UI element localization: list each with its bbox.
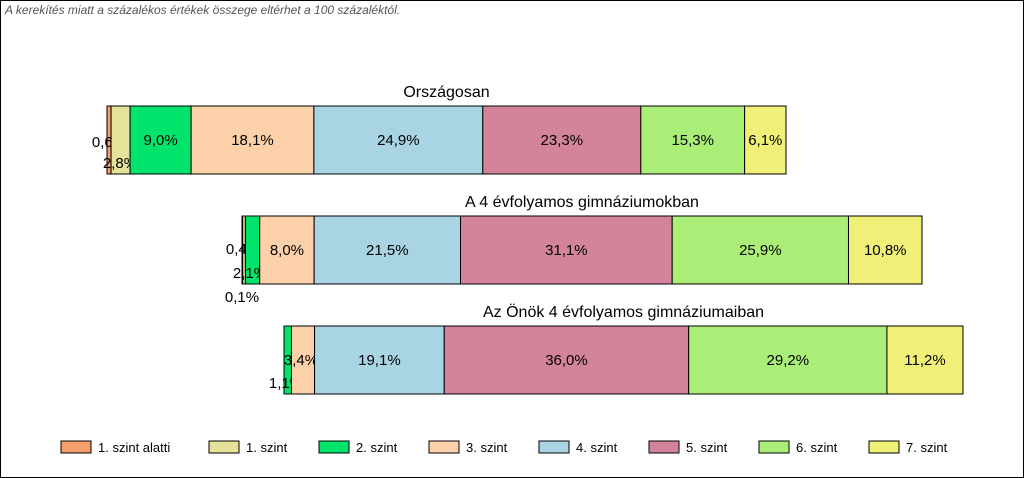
bar2-label-8: 10,8% — [864, 242, 907, 259]
legend-label-4: 3. szint — [466, 440, 508, 455]
legend-label-3: 2. szint — [356, 440, 398, 455]
bar3-label-7: 29,2% — [767, 352, 810, 369]
legend-label-8: 7. szint — [906, 440, 948, 455]
bar3-label-6: 36,0% — [545, 352, 588, 369]
legend-swatch-5 — [538, 440, 570, 454]
bar-title-3: Az Önök 4 évfolyamos gimnáziumaiban — [483, 303, 764, 321]
legend-label-5: 4. szint — [576, 440, 618, 455]
bar1-label-4: 18,1% — [231, 132, 274, 149]
bar1-label-7: 15,3% — [671, 132, 714, 149]
legend-swatch-2 — [208, 440, 240, 454]
legend-label-1: 1. szint alatti — [98, 440, 170, 455]
legend-swatch-4 — [428, 440, 460, 454]
legend-swatch-3 — [318, 440, 350, 454]
bar3-label-4: 3,4% — [284, 352, 318, 369]
bar1-segment-6 — [482, 105, 642, 175]
bar2-label-5: 21,5% — [366, 242, 409, 259]
bar1-segment-8 — [744, 105, 787, 175]
bar-title-2: A 4 évfolyamos gimnáziumokban — [465, 194, 699, 211]
bar2-segment-5 — [313, 215, 461, 285]
bar2-label-7: 25,9% — [739, 242, 782, 259]
bar2-label-4: 8,0% — [270, 242, 304, 259]
rounding-note: A kerekítés miatt a százalékos értékek ö… — [5, 3, 401, 17]
bar2-segment-4 — [259, 215, 315, 285]
bar-title-1: Országosan — [403, 84, 489, 101]
bar2-label-1: 0,1% — [225, 289, 259, 306]
legend-swatch-7 — [758, 440, 790, 454]
bar3-label-8: 11,2% — [904, 352, 945, 369]
bar3-segment-8 — [886, 325, 964, 395]
legend-label-6: 5. szint — [686, 440, 728, 455]
bar2-segment-7 — [671, 215, 849, 285]
legend-swatch-6 — [648, 440, 680, 454]
legend-swatch-8 — [868, 440, 900, 454]
bar2-label-6: 31,1% — [545, 242, 588, 259]
bar3-segment-6 — [443, 325, 690, 395]
bar2-label-3: 2,1% — [233, 265, 267, 282]
bar1-label-3: 9,0% — [143, 132, 177, 149]
bar2-segment-8 — [847, 215, 923, 285]
bar1-segment-3 — [129, 105, 192, 175]
bar1-label-2: 2,8% — [103, 155, 137, 172]
bar2-segment-6 — [459, 215, 673, 285]
legend-swatch-1 — [60, 440, 92, 454]
bar1-label-6: 23,3% — [541, 132, 584, 149]
bar1-label-8: 6,1% — [748, 132, 782, 149]
bar3-label-5: 19,1% — [358, 352, 401, 369]
bar1-label-5: 24,9% — [377, 132, 420, 149]
legend-label-2: 1. szint — [246, 440, 288, 455]
legend-label-7: 6. szint — [796, 440, 838, 455]
bar3-segment-7 — [688, 325, 888, 395]
